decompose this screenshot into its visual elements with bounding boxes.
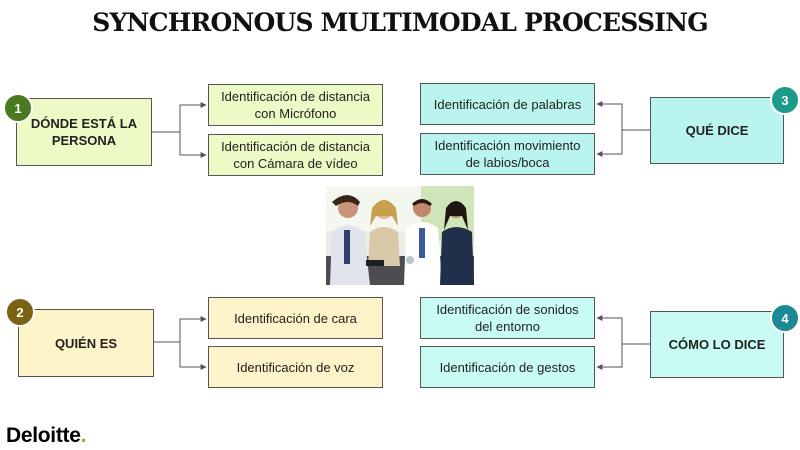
- item-label: Identificación de distancia con Cámara d…: [221, 139, 370, 171]
- item-ambient-sounds: Identificación de sonidos del entorno: [420, 297, 595, 339]
- section-where-label: DÓNDE ESTÁ LA PERSONA: [30, 116, 138, 148]
- badge-4: 4: [770, 303, 800, 333]
- item-label: Identificación de gestos: [439, 359, 576, 375]
- item-label: Identificación de distancia con Micrófon…: [221, 89, 370, 121]
- section-how-box: CÓMO LO DICE: [650, 311, 784, 378]
- item-words: Identificación de palabras: [420, 83, 595, 125]
- badge-1: 1: [3, 93, 33, 123]
- logo-dot: .: [80, 424, 87, 447]
- item-face: Identificación de cara: [208, 297, 383, 339]
- section-who-label: QUIÉN ES: [54, 335, 118, 351]
- section-what-box: QUÉ DICE: [650, 97, 784, 164]
- badge-3: 3: [770, 85, 800, 115]
- item-gestures: Identificación de gestos: [420, 346, 595, 388]
- item-label: Identificación de sonidos del entorno: [436, 302, 579, 334]
- meeting-photo: [326, 186, 474, 285]
- section-what-label: QUÉ DICE: [685, 123, 749, 138]
- badge-2: 2: [5, 297, 35, 327]
- item-distance-camera: Identificación de distancia con Cámara d…: [208, 134, 383, 176]
- section-who-box: QUIÉN ES: [18, 309, 154, 377]
- diagram-title: SYNCHRONOUS MULTIMODAL PROCESSING: [92, 8, 708, 37]
- logo-text: Deloitte: [6, 424, 81, 447]
- item-label: Identificación movimiento de labios/boca: [434, 138, 581, 170]
- deloitte-logo: Deloitte.: [6, 424, 86, 448]
- item-label: Identificación de palabras: [433, 96, 582, 112]
- item-label: Identificación de voz: [236, 359, 355, 375]
- item-label: Identificación de cara: [234, 310, 357, 326]
- section-where-box: DÓNDE ESTÁ LA PERSONA: [16, 98, 152, 166]
- item-lips: Identificación movimiento de labios/boca: [420, 133, 595, 175]
- item-voice: Identificación de voz: [208, 346, 383, 388]
- item-distance-microphone: Identificación de distancia con Micrófon…: [208, 84, 383, 126]
- section-how-label: CÓMO LO DICE: [668, 337, 766, 352]
